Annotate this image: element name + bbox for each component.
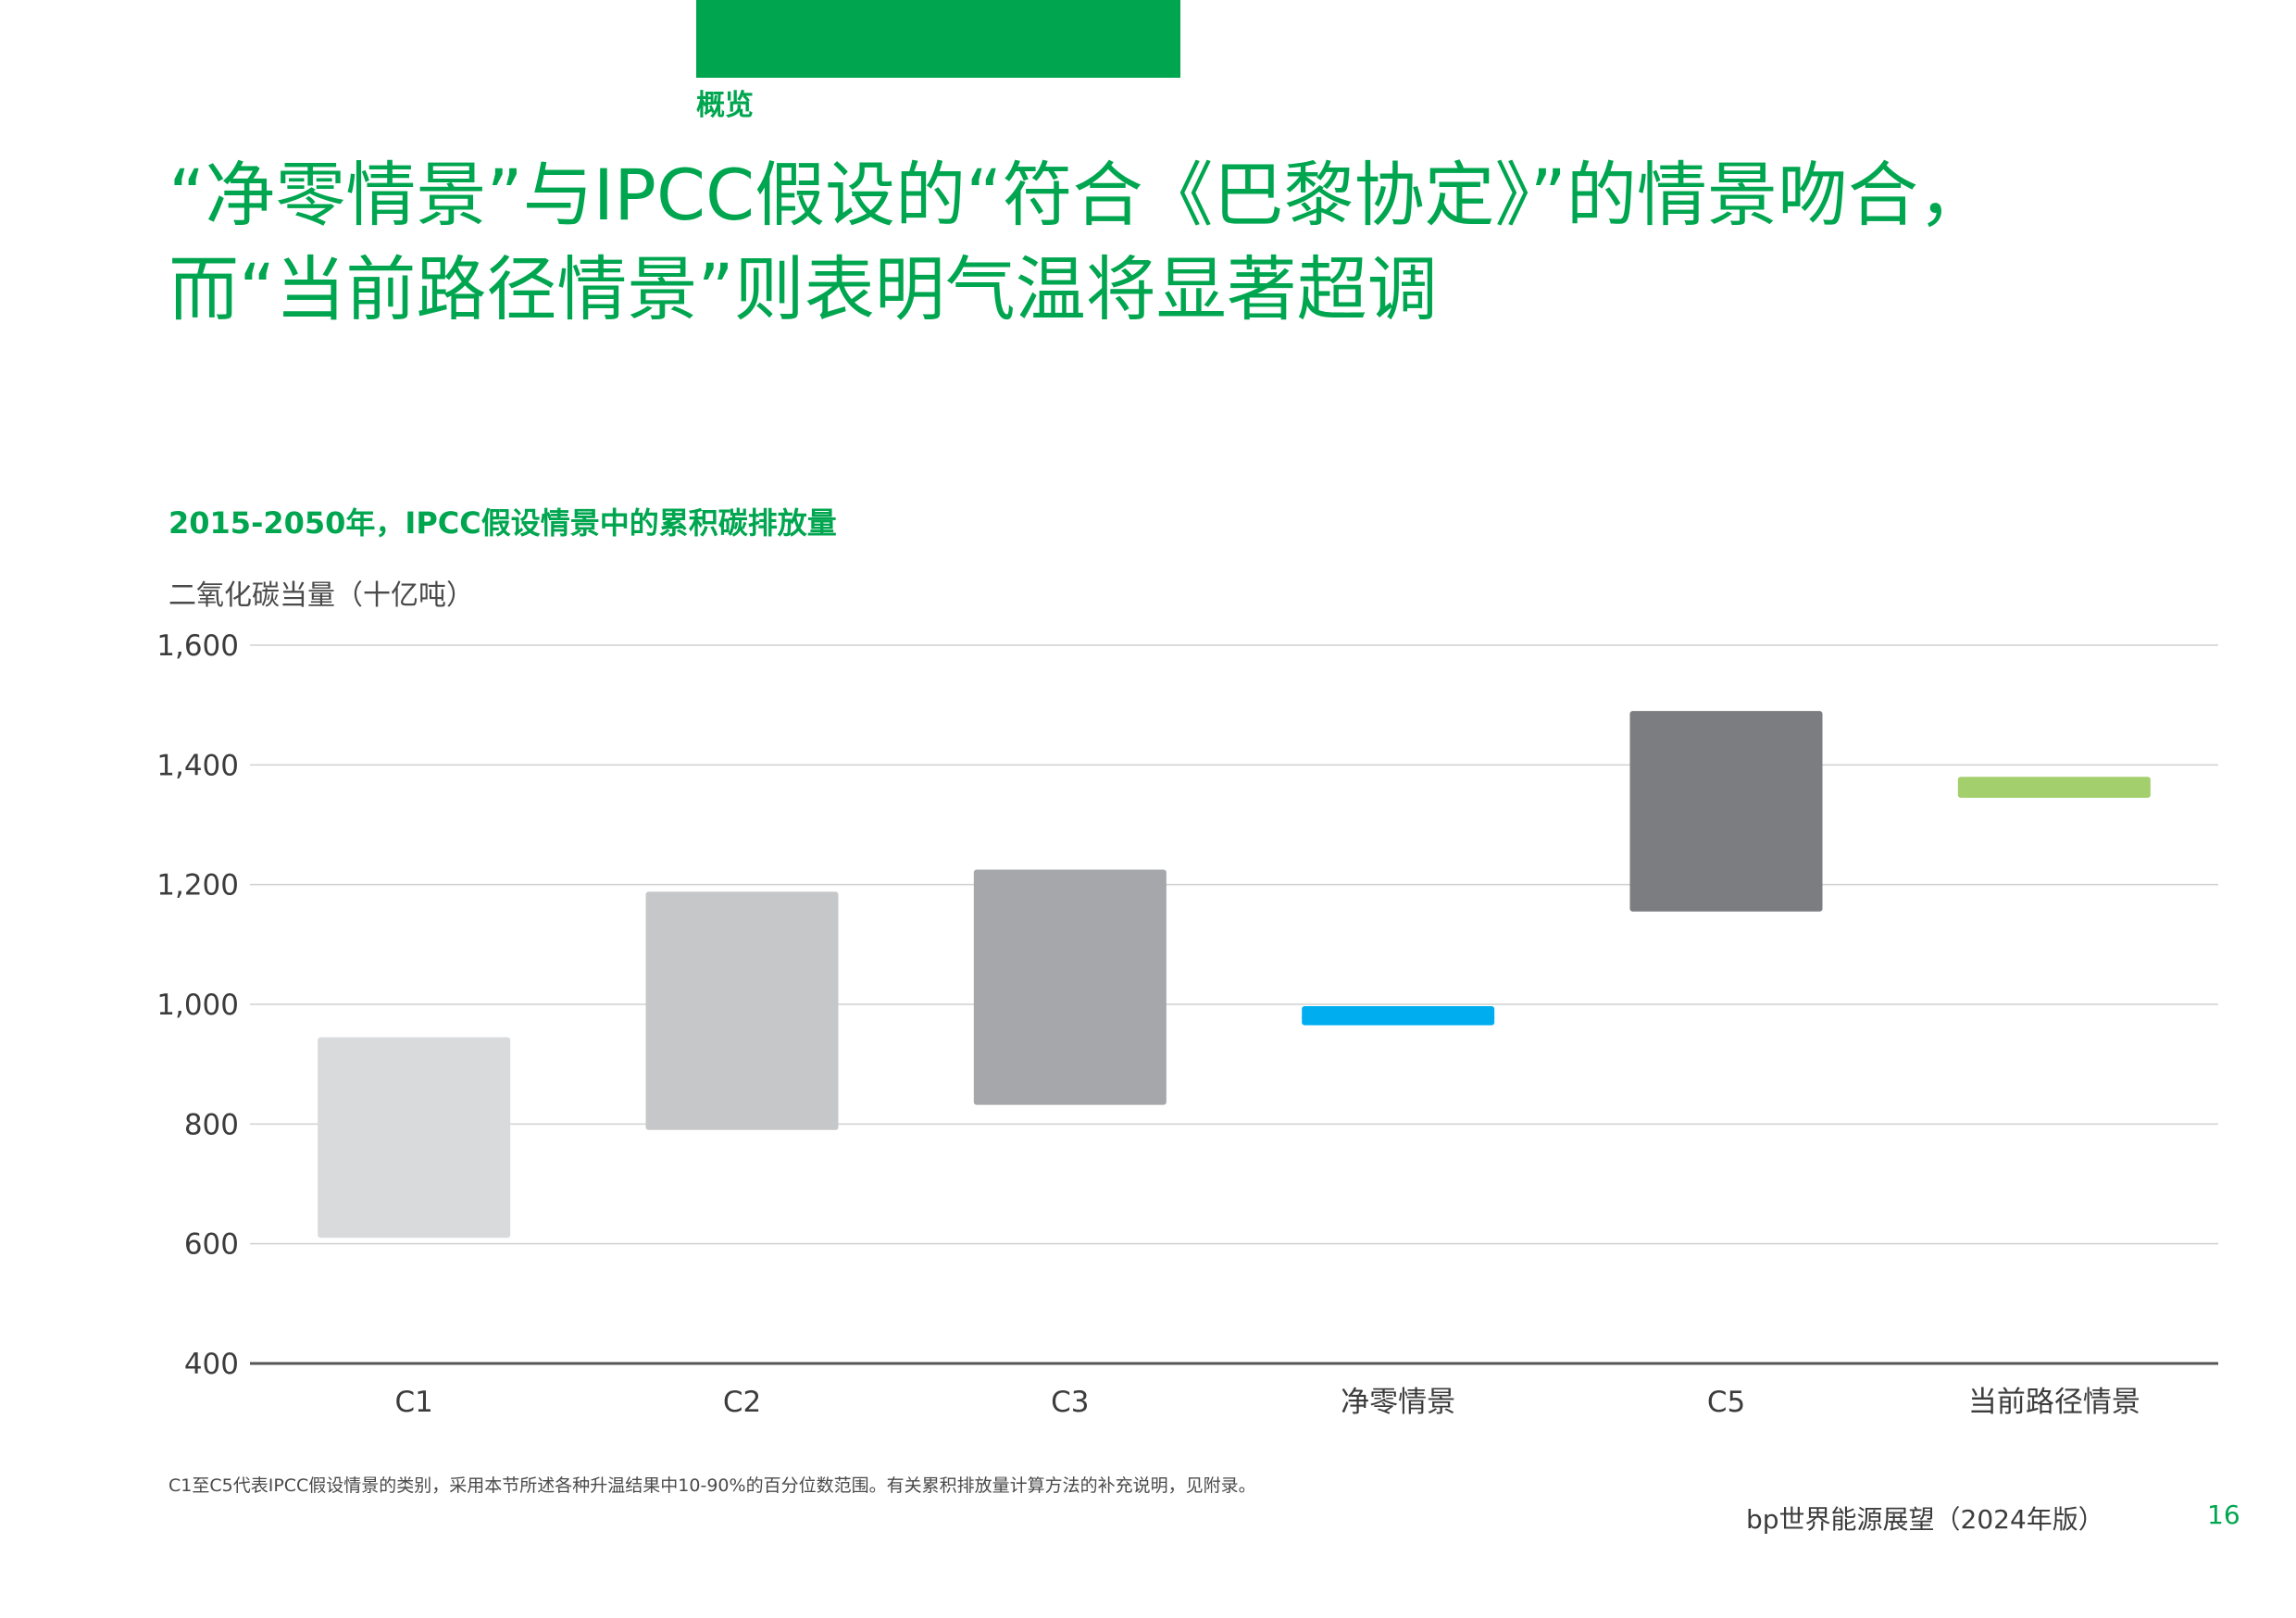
range-bar [1629,711,1823,912]
range-bar [973,869,1167,1105]
headline-line-2: 而“当前路径情景”则表明气温将显著超调 [168,248,1438,330]
y-axis-unit-label: 二氧化碳当量（十亿吨） [168,579,474,612]
x-category-label: 净零情景 [1341,1386,1455,1419]
y-tick-label: 600 [184,1228,239,1262]
page-number: 16 [2207,1500,2240,1530]
x-category-label: C2 [723,1386,761,1419]
x-category-label: C1 [394,1386,432,1419]
range-bar [1957,777,2151,798]
chart-title: 2015-2050年，IPCC假设情景中的累积碳排放量 [168,505,837,541]
headline-line-1: “净零情景”与IPCC假设的“符合《巴黎协定》”的情景吻合， [168,154,1989,236]
page-headline: “净零情景”与IPCC假设的“符合《巴黎协定》”的情景吻合， 而“当前路径情景”… [168,148,2205,337]
range-bar [318,1037,511,1238]
x-category-label: C3 [1051,1386,1089,1419]
range-bar [645,891,839,1130]
x-category-label: 当前路径情景 [1968,1386,2140,1419]
section-color-bar [696,0,1180,78]
y-tick-label: 400 [184,1348,239,1381]
y-tick-label: 1,200 [156,869,239,902]
x-category-label: C5 [1707,1386,1745,1419]
y-tick-label: 1,400 [156,749,239,782]
chart-footnote: C1至C5代表IPCC假设情景的类别，采用本节所述各种升温结果中10-90%的百… [168,1475,1256,1496]
publication-title: bp世界能源展望（2024年版） [1746,1504,2104,1535]
y-tick-label: 800 [184,1108,239,1141]
y-tick-label: 1,000 [156,989,239,1022]
section-label: 概览 [696,89,754,122]
range-bar [1302,1005,1495,1026]
y-tick-label: 1,600 [156,629,239,663]
